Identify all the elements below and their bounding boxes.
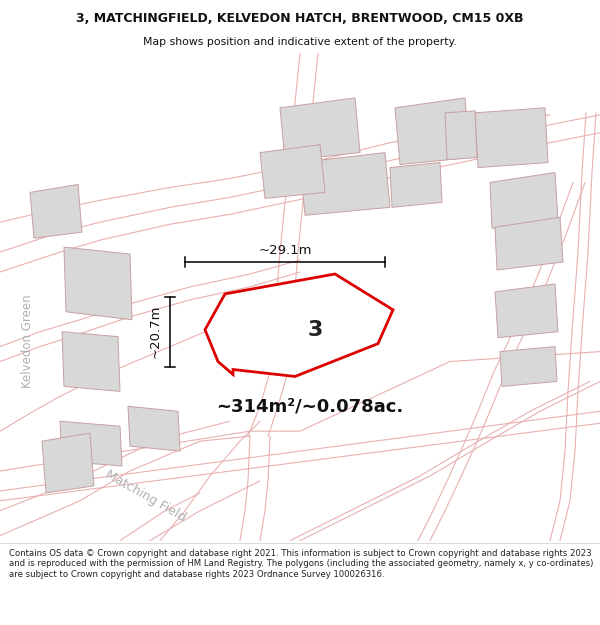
Text: ~20.7m: ~20.7m [149, 305, 162, 359]
Polygon shape [500, 347, 557, 386]
Text: Kelvedon Green: Kelvedon Green [22, 295, 35, 389]
Polygon shape [495, 217, 563, 270]
Polygon shape [475, 108, 548, 168]
Text: Contains OS data © Crown copyright and database right 2021. This information is : Contains OS data © Crown copyright and d… [9, 549, 593, 579]
Text: Map shows position and indicative extent of the property.: Map shows position and indicative extent… [143, 38, 457, 47]
Polygon shape [240, 302, 292, 344]
Text: ~314m²/~0.078ac.: ~314m²/~0.078ac. [217, 398, 404, 416]
Polygon shape [205, 274, 393, 376]
Polygon shape [64, 247, 132, 320]
Text: 3: 3 [307, 320, 323, 340]
Polygon shape [490, 173, 558, 228]
Polygon shape [42, 433, 94, 493]
Polygon shape [300, 152, 390, 215]
Text: ~29.1m: ~29.1m [258, 244, 312, 257]
Text: 3, MATCHINGFIELD, KELVEDON HATCH, BRENTWOOD, CM15 0XB: 3, MATCHINGFIELD, KELVEDON HATCH, BRENTW… [76, 12, 524, 24]
Polygon shape [445, 111, 477, 159]
Polygon shape [260, 144, 325, 198]
Polygon shape [495, 284, 558, 338]
Polygon shape [280, 98, 360, 161]
Text: Matching Field: Matching Field [103, 468, 187, 524]
Polygon shape [395, 98, 470, 164]
Polygon shape [128, 406, 180, 451]
Polygon shape [390, 162, 442, 208]
Polygon shape [30, 184, 82, 238]
Polygon shape [60, 421, 122, 466]
Polygon shape [62, 332, 120, 391]
